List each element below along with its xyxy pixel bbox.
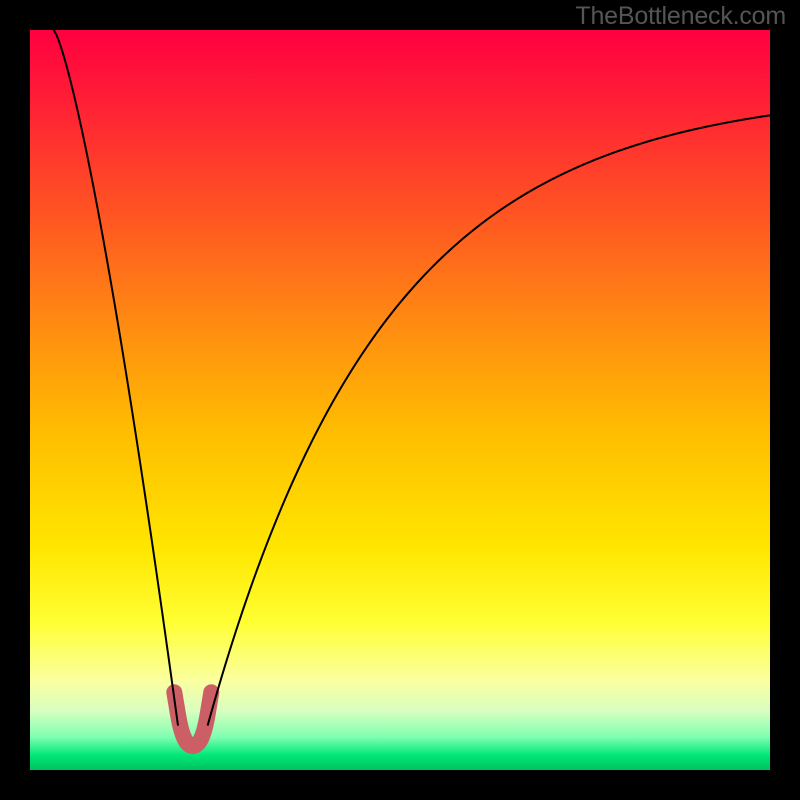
- watermark-text: TheBottleneck.com: [575, 2, 786, 31]
- plot-background: [30, 30, 770, 770]
- bottleneck-chart: [0, 0, 800, 800]
- chart-container: TheBottleneck.com: [0, 0, 800, 800]
